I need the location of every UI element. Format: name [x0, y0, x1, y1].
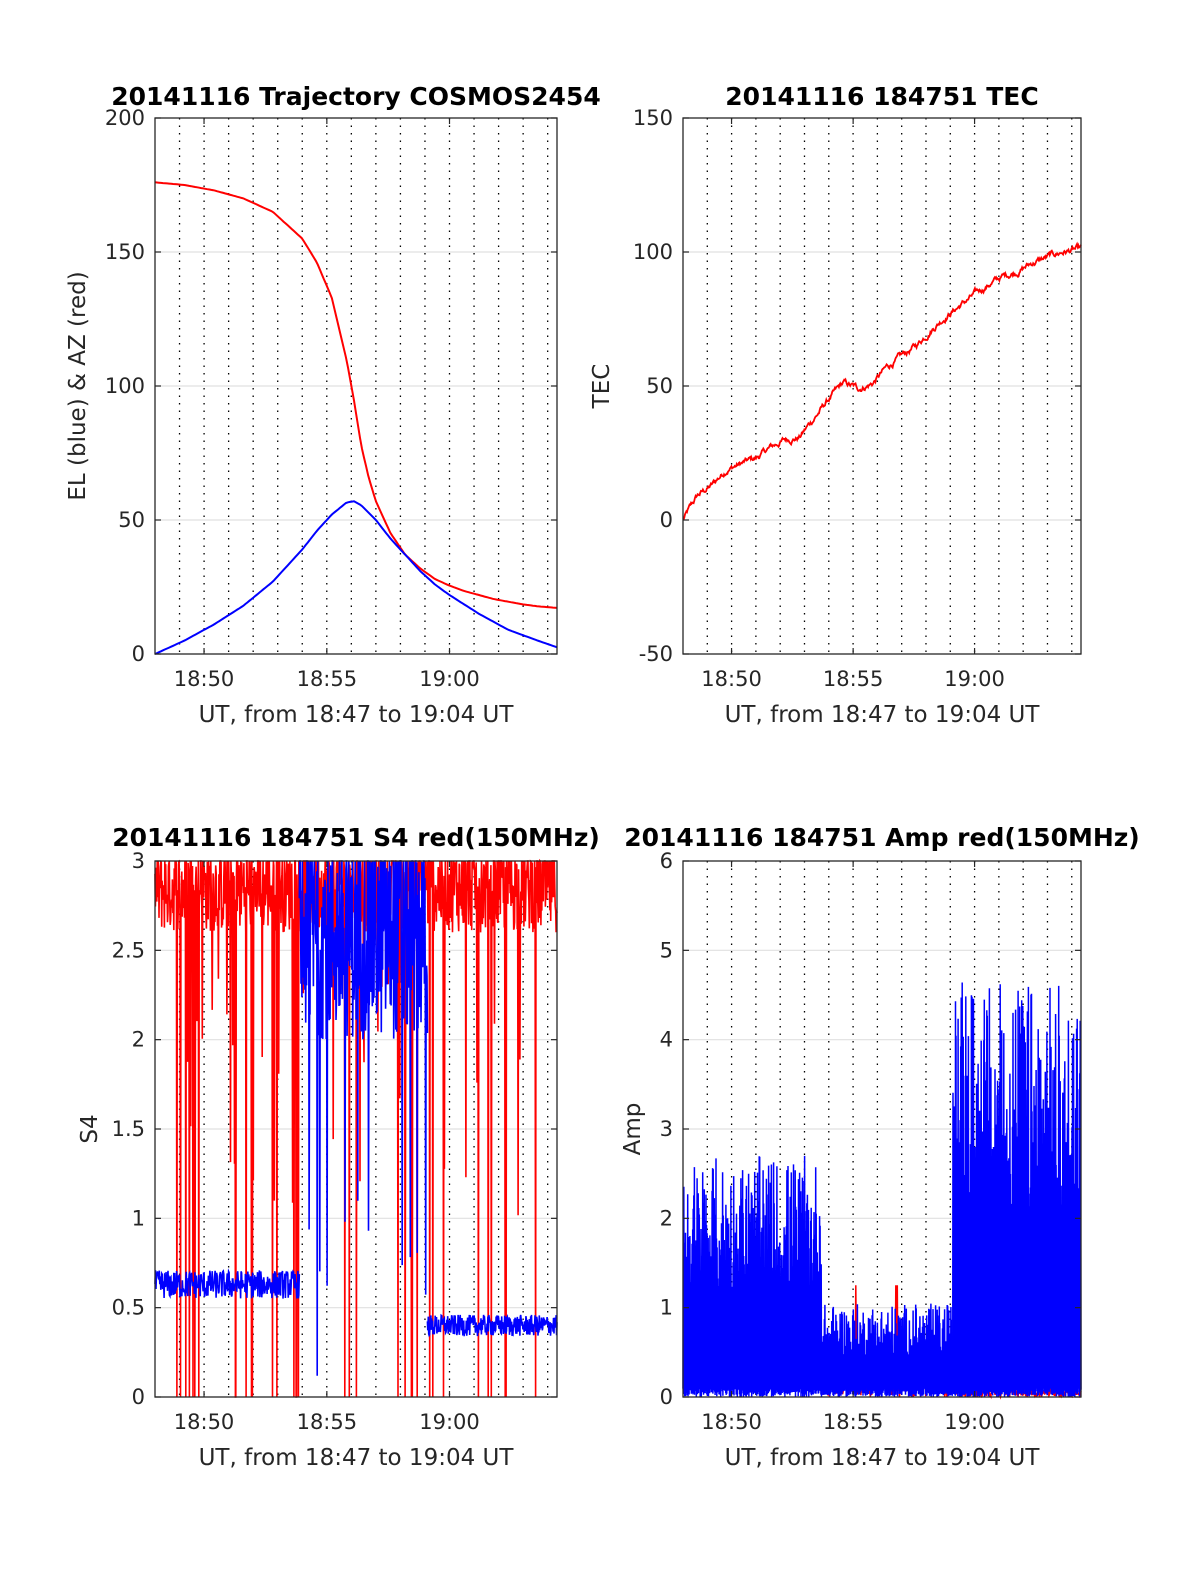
grid: [155, 118, 557, 654]
x-tick-label: 19:00: [419, 1410, 480, 1434]
y-tick-label: 50: [118, 508, 145, 532]
tec-line: [682, 241, 1082, 521]
elevation-line: [154, 500, 558, 655]
y-tick-label: 150: [105, 240, 145, 264]
y-tick-label: 1.5: [112, 1117, 145, 1141]
chart-title: 20141116 184751 S4 red(150MHz): [112, 823, 600, 852]
x-tick-label: 18:55: [297, 1410, 358, 1434]
amp-blue-line: [682, 1155, 823, 1397]
azimuth-line: [154, 181, 558, 609]
tick-marks: [155, 860, 557, 1398]
y-tick-label: 100: [633, 240, 673, 264]
grid: [683, 118, 1081, 654]
x-axis-label: UT, from 18:47 to 19:04 UT: [725, 702, 1041, 728]
y-tick-label: 2.5: [112, 938, 145, 962]
y-tick-label: 100: [105, 374, 145, 398]
y-tick-label: 1: [660, 1296, 673, 1320]
y-tick-label: -50: [639, 642, 673, 666]
y-tick-label: 5: [660, 938, 673, 962]
y-tick-label: 0: [132, 642, 145, 666]
y-tick-label: 0: [132, 1385, 145, 1409]
s4-blue-line: [426, 1313, 558, 1338]
x-tick-label: 19:00: [944, 1410, 1005, 1434]
amp-blue-line: [951, 982, 1082, 1398]
x-axis-label: UT, from 18:47 to 19:04 UT: [199, 702, 515, 728]
tick-labels: 0 50 100 150 200 18:50 18:55 19:00: [105, 106, 480, 691]
amp-panel: 0 1 2 3 4 5 6 18:50 18:55 19:00 20141116 184751 A…: [620, 823, 1140, 1471]
tick-labels: -50 0 50 100 150 18:50 18:55 19:00: [633, 106, 1005, 691]
trajectory-panel: 0 50 100 150 200 18:50 18:55 19:00 20141116 Tra…: [65, 82, 601, 728]
chart-title: 20141116 184751 Amp red(150MHz): [624, 823, 1140, 852]
amp-blue-line: [820, 1303, 954, 1398]
y-tick-label: 0: [660, 1385, 673, 1409]
x-tick-label: 18:50: [701, 1410, 762, 1434]
tick-marks: [683, 117, 1081, 655]
y-axis-label: TEC: [589, 364, 615, 410]
x-tick-label: 18:50: [701, 667, 762, 691]
x-axis-label: UT, from 18:47 to 19:04 UT: [199, 1445, 515, 1471]
y-axis-label: S4: [77, 1114, 103, 1143]
x-axis-label: UT, from 18:47 to 19:04 UT: [725, 1445, 1041, 1471]
y-tick-label: 3: [660, 1117, 673, 1141]
plot-lines: [154, 181, 558, 655]
y-axis-label: EL (blue) & AZ (red): [65, 271, 91, 500]
x-tick-label: 18:55: [823, 1410, 884, 1434]
tec-panel: -50 0 50 100 150 18:50 18:55 19:00 20141116 184…: [589, 82, 1082, 728]
plot-lines: [682, 982, 1082, 1400]
tick-marks: [683, 860, 1081, 1398]
chart-title: 20141116 Trajectory COSMOS2454: [111, 82, 601, 111]
y-tick-label: 6: [660, 849, 673, 873]
y-tick-label: 150: [633, 106, 673, 130]
x-tick-label: 18:50: [174, 1410, 235, 1434]
plot-lines: [682, 241, 1082, 521]
y-axis-label: Amp: [620, 1103, 646, 1156]
y-tick-label: 200: [105, 106, 145, 130]
tick-labels: 0 0.5 1 1.5 2 2.5 3 18:50 18:55 19:00: [112, 849, 480, 1434]
s4-blue-line: [298, 860, 429, 1376]
y-tick-label: 0.5: [112, 1296, 145, 1320]
s4-panel: 0 0.5 1 1.5 2 2.5 3 18:50 18:55 19:00 20141116 18…: [77, 823, 600, 1471]
x-tick-label: 18:55: [823, 667, 884, 691]
y-tick-label: 50: [646, 374, 673, 398]
chart-title: 20141116 184751 TEC: [725, 82, 1038, 111]
y-tick-label: 2: [660, 1206, 673, 1230]
s4-blue-line: [154, 1268, 301, 1300]
y-tick-label: 3: [132, 849, 145, 873]
y-tick-label: 4: [660, 1028, 673, 1052]
x-tick-label: 19:00: [944, 667, 1005, 691]
tick-marks: [155, 117, 557, 655]
x-tick-label: 18:55: [297, 667, 358, 691]
y-tick-label: 1: [132, 1206, 145, 1230]
y-tick-label: 2: [132, 1028, 145, 1052]
tick-labels: 0 1 2 3 4 5 6 18:50 18:55 19:00: [660, 849, 1005, 1434]
x-tick-label: 18:50: [174, 667, 235, 691]
y-tick-label: 0: [660, 508, 673, 532]
x-tick-label: 19:00: [419, 667, 480, 691]
